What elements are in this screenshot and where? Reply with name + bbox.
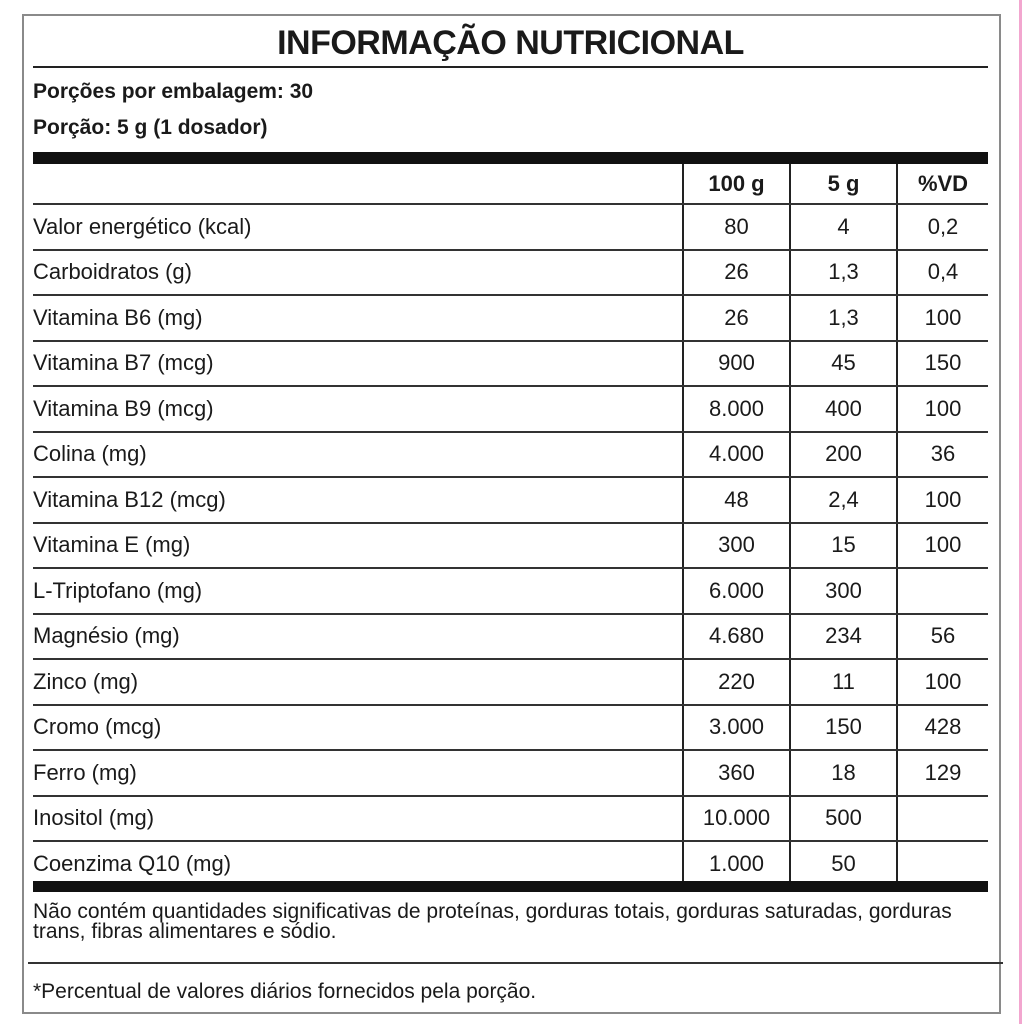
table-row: Vitamina B12 (mcg) 48 2,4 100	[33, 477, 988, 524]
table-row: Vitamina E (mg) 300 15 100	[33, 522, 988, 569]
nutrients-footnote: Não contém quantidades significativas de…	[33, 900, 952, 943]
daily-value-percent	[896, 841, 988, 886]
nutrient-name: Vitamina B9 (mcg)	[33, 386, 683, 433]
value-per-serving: 300	[789, 568, 897, 615]
value-per-100g: 26	[682, 249, 790, 296]
table-row: Inositol (mg) 10.000 500	[33, 795, 988, 842]
table-row: Valor energético (kcal) 80 4 0,2	[33, 204, 988, 251]
value-per-serving: 500	[789, 795, 897, 842]
value-per-serving: 11	[789, 659, 897, 706]
daily-value-percent: 0,4	[896, 249, 988, 296]
value-per-100g: 220	[682, 659, 790, 706]
value-per-serving: 45	[789, 340, 897, 387]
value-per-serving: 2,4	[789, 477, 897, 524]
nutrient-name: Ferro (mg)	[33, 750, 683, 797]
daily-value-percent	[896, 568, 988, 615]
nutrition-label-frame	[22, 14, 1001, 1014]
value-per-serving: 1,3	[789, 295, 897, 342]
table-row: Vitamina B7 (mcg) 900 45 150	[33, 340, 988, 387]
value-per-serving: 150	[789, 704, 897, 751]
value-per-100g: 80	[682, 204, 790, 251]
daily-value-percent: 100	[896, 659, 988, 706]
table-row: Vitamina B9 (mcg) 8.000 400 100	[33, 386, 988, 433]
table-row: Ferro (mg) 360 18 129	[33, 750, 988, 797]
title-divider	[33, 66, 988, 68]
nutrient-name: Zinco (mg)	[33, 659, 683, 706]
nutrient-name: L-Triptofano (mg)	[33, 568, 683, 615]
daily-value-percent: 129	[896, 750, 988, 797]
daily-value-footnote: *Percentual de valores diários fornecido…	[33, 980, 537, 1003]
table-row: Magnésio (mg) 4.680 234 56	[33, 613, 988, 660]
page-edge-stripe	[1019, 0, 1022, 1024]
value-per-serving: 234	[789, 613, 897, 660]
value-per-100g: 6.000	[682, 568, 790, 615]
table-row: Coenzima Q10 (mg) 1.000 50	[33, 841, 988, 886]
value-per-100g: 8.000	[682, 386, 790, 433]
value-per-100g: 10.000	[682, 795, 790, 842]
nutrient-name: Coenzima Q10 (mg)	[33, 850, 232, 876]
value-per-100g: 300	[682, 522, 790, 569]
value-per-serving: 200	[789, 431, 897, 478]
column-header: 5 g	[789, 164, 897, 205]
value-per-100g: 360	[682, 750, 790, 797]
value-per-100g: 26	[682, 295, 790, 342]
nutrient-name: Valor energético (kcal)	[33, 204, 683, 251]
value-per-100g: 4.000	[682, 431, 790, 478]
column-header: %VD	[896, 164, 988, 205]
servings-per-package: Porções por embalagem: 30	[33, 80, 314, 103]
value-per-serving: 15	[789, 522, 897, 569]
table-row: Zinco (mg) 220 11 100	[33, 659, 988, 706]
serving-size: Porção: 5 g (1 dosador)	[33, 116, 268, 139]
nutrient-name: Cromo (mcg)	[33, 704, 683, 751]
table-row: Colina (mg) 4.000 200 36	[33, 431, 988, 478]
daily-value-percent	[896, 795, 988, 842]
daily-value-percent: 428	[896, 704, 988, 751]
top-thick-bar	[33, 152, 988, 164]
table-row: L-Triptofano (mg) 6.000 300	[33, 568, 988, 615]
nutrient-name: Vitamina B7 (mcg)	[33, 340, 683, 387]
nutrient-name: Inositol (mg)	[33, 795, 683, 842]
column-header	[33, 164, 683, 205]
nutrient-name: Magnésio (mg)	[33, 613, 683, 660]
table-row: Carboidratos (g) 26 1,3 0,4	[33, 249, 988, 296]
nutrient-name: Carboidratos (g)	[33, 249, 683, 296]
daily-value-percent: 0,2	[896, 204, 988, 251]
value-per-serving: 4	[789, 204, 897, 251]
value-per-100g: 900	[682, 340, 790, 387]
daily-value-percent: 36	[896, 431, 988, 478]
table-row: Vitamina B6 (mg) 26 1,3 100	[33, 295, 988, 342]
value-per-100g: 4.680	[682, 613, 790, 660]
daily-value-percent: 100	[896, 386, 988, 433]
value-per-serving: 50	[789, 841, 897, 886]
daily-value-percent: 150	[896, 340, 988, 387]
nutrient-name: Vitamina B6 (mg)	[33, 295, 683, 342]
daily-value-percent: 100	[896, 522, 988, 569]
nutrient-name: Colina (mg)	[33, 431, 683, 478]
daily-value-percent: 56	[896, 613, 988, 660]
table-row: Cromo (mcg) 3.000 150 428	[33, 704, 988, 751]
value-per-100g: 48	[682, 477, 790, 524]
label-title: INFORMAÇÃO NUTRICIONAL	[277, 24, 744, 62]
nutrient-name: Vitamina B12 (mcg)	[33, 477, 683, 524]
value-per-serving: 1,3	[789, 249, 897, 296]
value-per-serving: 400	[789, 386, 897, 433]
daily-value-percent: 100	[896, 477, 988, 524]
value-per-100g: 3.000	[682, 704, 790, 751]
nutrient-name: Vitamina E (mg)	[33, 522, 683, 569]
value-per-100g: 1.000	[682, 841, 790, 886]
value-per-serving: 18	[789, 750, 897, 797]
column-header: 100 g	[682, 164, 790, 205]
daily-value-percent: 100	[896, 295, 988, 342]
footnote-divider	[28, 962, 1003, 964]
bottom-thick-bar	[33, 881, 988, 892]
